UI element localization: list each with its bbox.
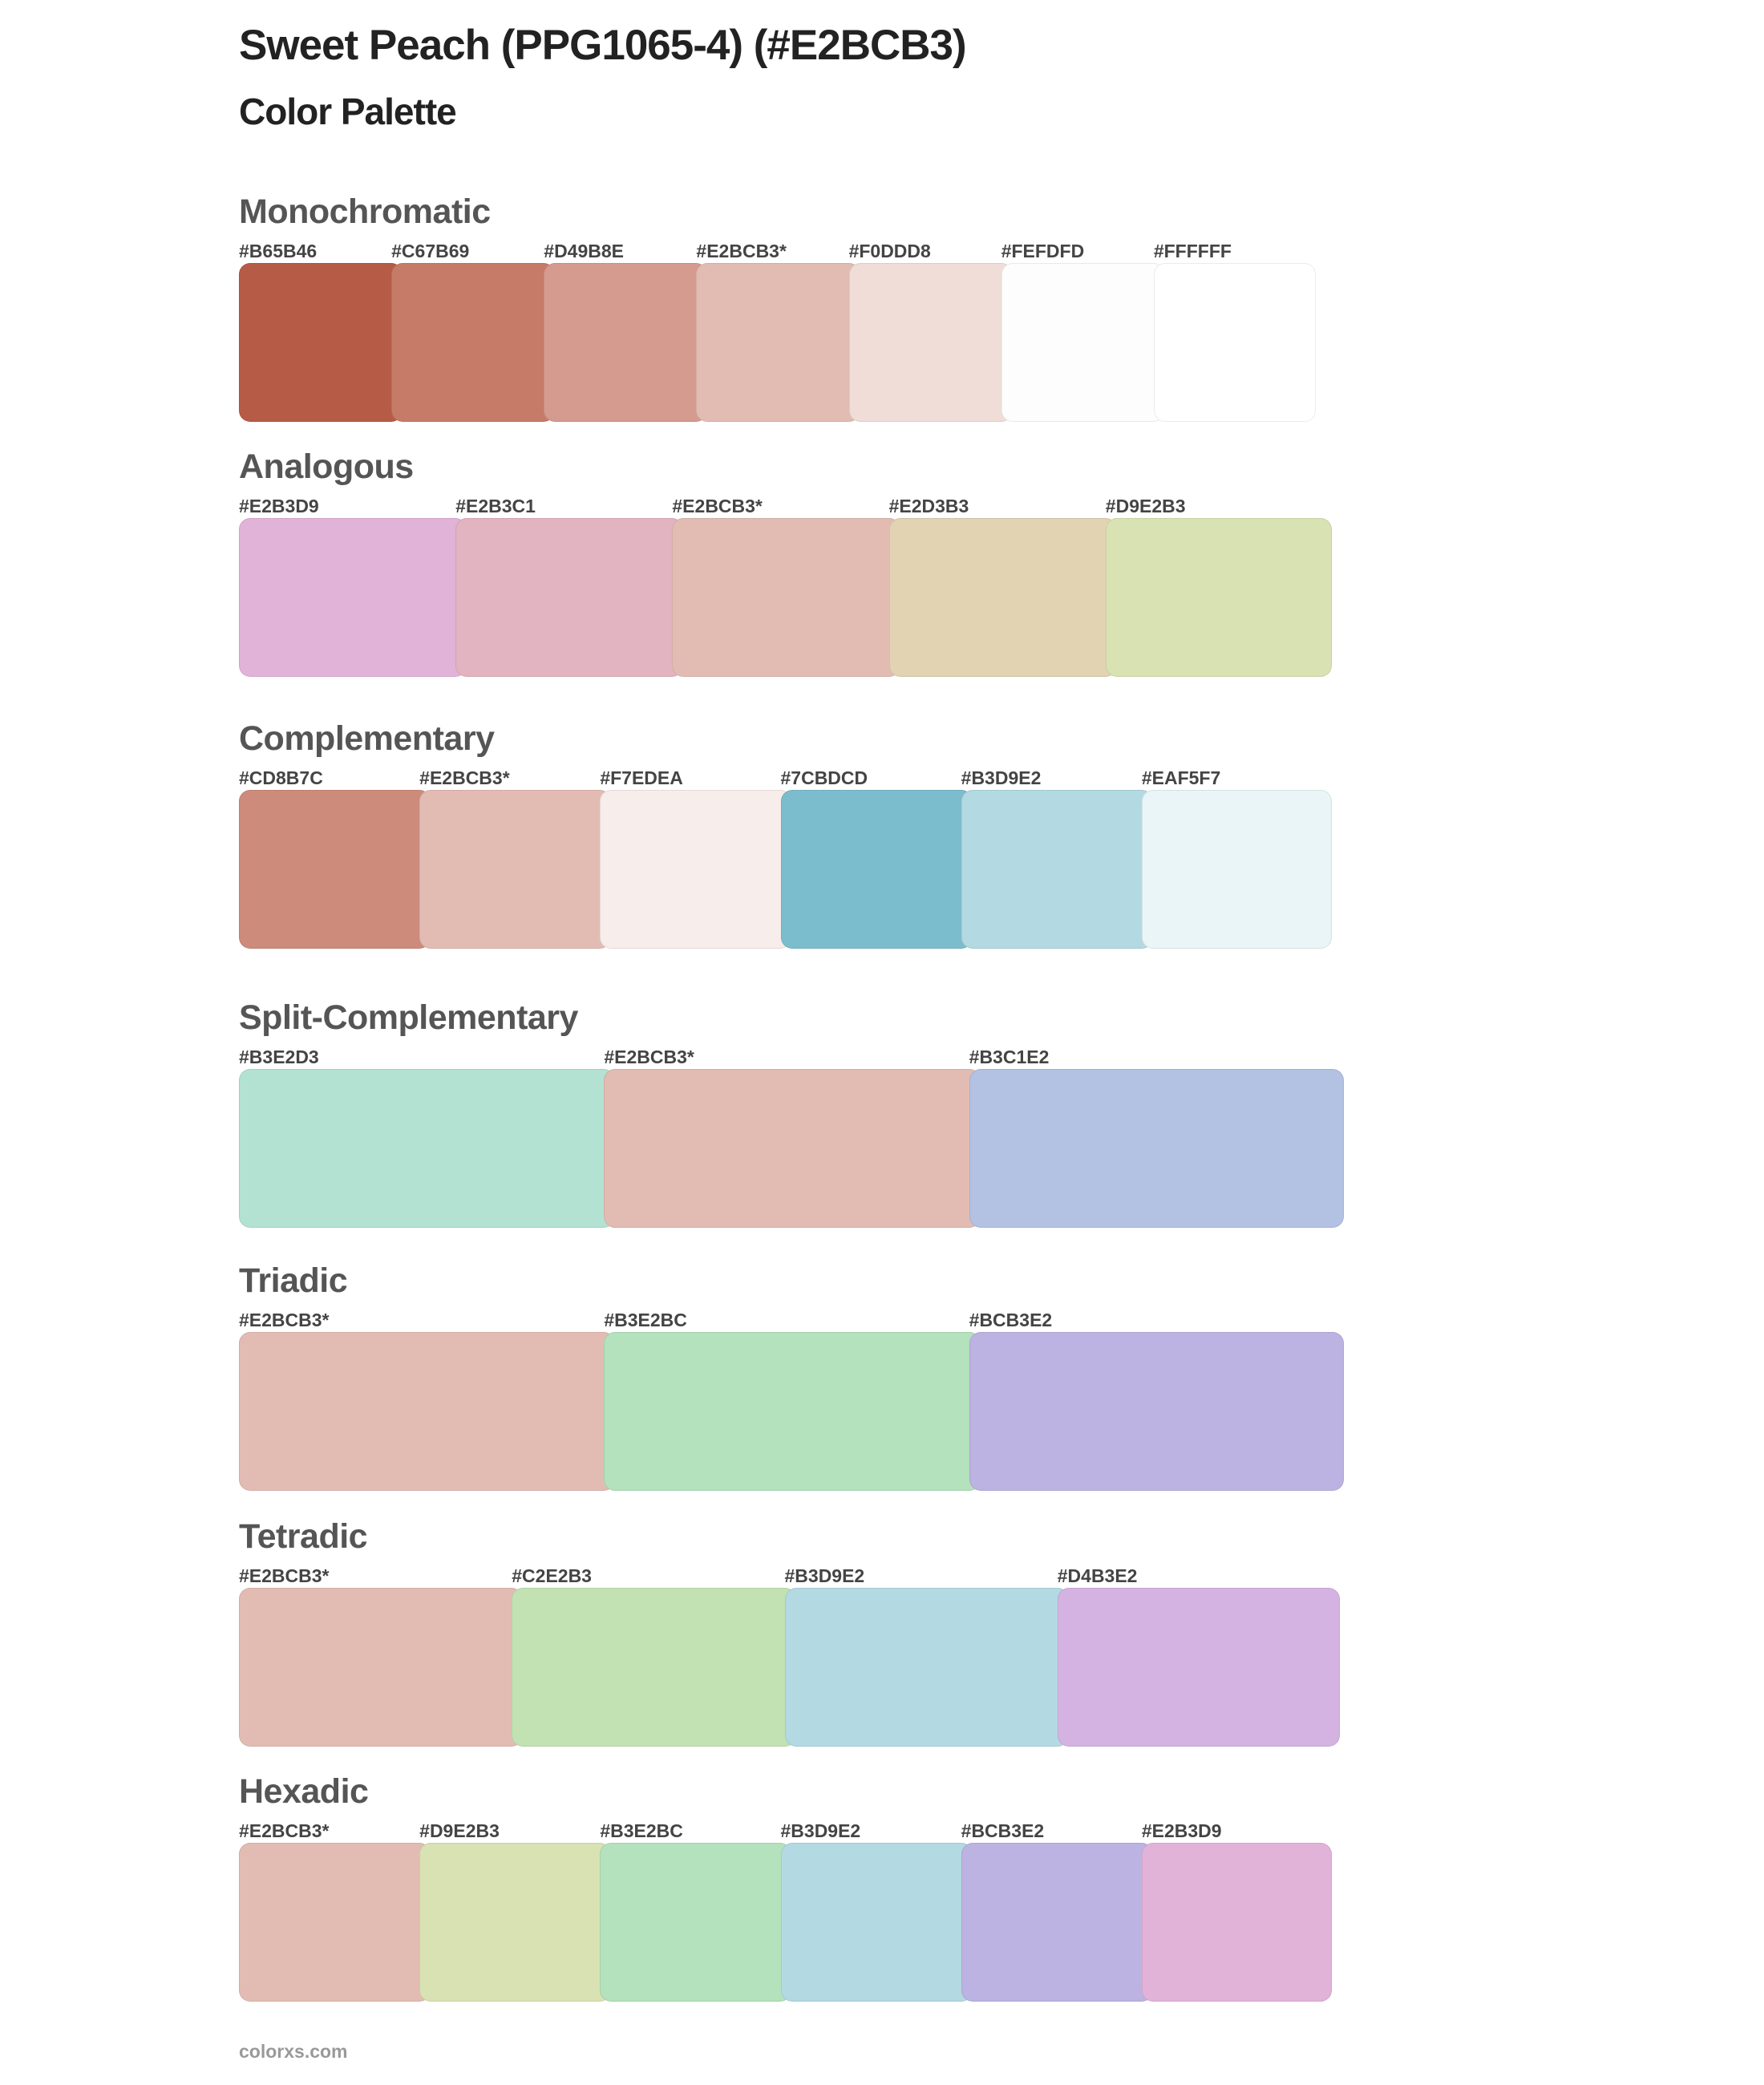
- swatch-label: #E2BCB3*: [604, 1047, 694, 1067]
- swatch-label: #D9E2B3: [419, 1820, 500, 1841]
- page-subtitle: Color Palette: [239, 91, 457, 132]
- swatch-label: #E2BCB3*: [239, 1565, 330, 1586]
- color-swatch[interactable]: [961, 790, 1153, 949]
- section-heading: Complementary: [239, 719, 495, 758]
- swatch-labels: #CD8B7C #E2BCB3* #F7EDEA #7CBDCD #B3D9E2 #EAF…: [239, 767, 1332, 790]
- section-heading: Tetradic: [239, 1517, 368, 1556]
- color-swatch[interactable]: [888, 518, 1117, 677]
- color-swatch[interactable]: [239, 263, 403, 422]
- color-swatch[interactable]: [848, 263, 1013, 422]
- color-swatch[interactable]: [780, 1843, 973, 2002]
- color-swatch[interactable]: [1057, 1588, 1340, 1747]
- swatch-label: #E2BCB3*: [239, 1820, 330, 1841]
- section-heading: Analogous: [239, 447, 414, 486]
- swatch-labels: #E2BCB3* #D9E2B3 #B3E2BC #B3D9E2 #BCB3E2 #E2B…: [239, 1820, 1332, 1843]
- color-swatch[interactable]: [969, 1332, 1344, 1491]
- swatch-label: #D4B3E2: [1057, 1565, 1138, 1586]
- swatch-label: #B3D9E2: [780, 1820, 861, 1841]
- swatch-label: #BCB3E2: [961, 1820, 1045, 1841]
- swatch-label: #FFFFFF: [1153, 241, 1232, 261]
- color-swatch[interactable]: [1141, 1843, 1332, 2002]
- swatch-row: [239, 1069, 1344, 1228]
- color-swatch[interactable]: [784, 1588, 1069, 1747]
- section-heading: Monochromatic: [239, 192, 491, 231]
- section-analogous: Analogous #E2B3D9 #E2B3C1 #E2BCB3* #E2D3B3 #D…: [239, 444, 1332, 677]
- color-swatch[interactable]: [391, 263, 556, 422]
- swatch-label: #B3E2BC: [604, 1310, 687, 1330]
- swatch-label: #7CBDCD: [780, 767, 868, 788]
- swatch-row: [239, 1588, 1340, 1747]
- swatch-label: #F7EDEA: [600, 767, 683, 788]
- swatch-label: #CD8B7C: [239, 767, 323, 788]
- color-swatch[interactable]: [600, 1843, 792, 2002]
- swatch-labels: #E2BCB3* #C2E2B3 #B3D9E2 #D4B3E2: [239, 1565, 1340, 1588]
- color-swatch[interactable]: [239, 790, 431, 949]
- swatch-label: #B3E2D3: [239, 1047, 319, 1067]
- color-swatch[interactable]: [1105, 518, 1332, 677]
- swatch-label: #EAF5F7: [1141, 767, 1221, 788]
- color-swatch[interactable]: [672, 518, 900, 677]
- section-heading: Split-Complementary: [239, 998, 578, 1037]
- color-swatch[interactable]: [239, 1843, 431, 2002]
- swatch-label: #E2BCB3*: [696, 241, 787, 261]
- section-tetradic: Tetradic #E2BCB3* #C2E2B3 #B3D9E2 #D4B3E2: [239, 1514, 1340, 1747]
- color-swatch[interactable]: [969, 1069, 1344, 1228]
- color-swatch[interactable]: [544, 263, 708, 422]
- swatch-label: #C67B69: [391, 241, 470, 261]
- swatch-label: #B3D9E2: [961, 767, 1042, 788]
- color-swatch[interactable]: [1141, 790, 1332, 949]
- color-swatch[interactable]: [780, 790, 973, 949]
- section-triadic: Triadic #E2BCB3* #B3E2BC #BCB3E2: [239, 1258, 1344, 1491]
- color-swatch[interactable]: [1001, 263, 1165, 422]
- swatch-label: #D49B8E: [544, 241, 625, 261]
- color-swatch[interactable]: [961, 1843, 1153, 2002]
- color-swatch[interactable]: [604, 1332, 981, 1491]
- color-swatch[interactable]: [604, 1069, 981, 1228]
- swatch-row: [239, 263, 1316, 422]
- color-swatch[interactable]: [419, 790, 612, 949]
- swatch-labels: #E2BCB3* #B3E2BC #BCB3E2: [239, 1310, 1344, 1332]
- swatch-label: #BCB3E2: [969, 1310, 1053, 1330]
- swatch-row: [239, 1843, 1332, 2002]
- swatch-label: #B3D9E2: [784, 1565, 865, 1586]
- footer-site-link[interactable]: colorxs.com: [239, 2041, 348, 2062]
- color-swatch[interactable]: [419, 1843, 612, 2002]
- color-swatch[interactable]: [239, 1588, 524, 1747]
- color-swatch[interactable]: [455, 518, 684, 677]
- swatch-label: #E2BCB3*: [419, 767, 510, 788]
- swatch-label: #E2BCB3*: [239, 1310, 330, 1330]
- swatch-label: #FEFDFD: [1001, 241, 1085, 261]
- section-hexadic: Hexadic #E2BCB3* #D9E2B3 #B3E2BC #B3D9E2 #BCB…: [239, 1769, 1332, 2002]
- swatch-label: #C2E2B3: [512, 1565, 592, 1586]
- color-swatch[interactable]: [512, 1588, 796, 1747]
- color-swatch[interactable]: [239, 1332, 616, 1491]
- swatch-labels: #B65B46 #C67B69 #D49B8E #E2BCB3* #F0DDD8 #FEF…: [239, 241, 1316, 263]
- section-heading: Hexadic: [239, 1772, 369, 1811]
- swatch-label: #E2D3B3: [888, 496, 969, 516]
- color-swatch[interactable]: [239, 1069, 616, 1228]
- swatch-label: #D9E2B3: [1105, 496, 1186, 516]
- swatch-label: #F0DDD8: [848, 241, 931, 261]
- swatch-labels: #E2B3D9 #E2B3C1 #E2BCB3* #E2D3B3 #D9E2B3: [239, 496, 1332, 518]
- swatch-label: #B3C1E2: [969, 1047, 1050, 1067]
- swatch-label: #E2B3C1: [455, 496, 536, 516]
- section-heading: Triadic: [239, 1261, 348, 1300]
- color-swatch[interactable]: [1153, 263, 1316, 422]
- color-swatch[interactable]: [600, 790, 792, 949]
- swatch-label: #E2B3D9: [1141, 1820, 1222, 1841]
- swatch-label: #B65B46: [239, 241, 318, 261]
- swatch-label: #B3E2BC: [600, 1820, 683, 1841]
- swatch-label: #E2BCB3*: [672, 496, 763, 516]
- swatch-row: [239, 1332, 1344, 1491]
- color-swatch[interactable]: [239, 518, 467, 677]
- page-title: Sweet Peach (PPG1065-4) (#E2BCB3): [239, 22, 967, 69]
- color-swatch[interactable]: [696, 263, 860, 422]
- section-split-complementary: Split-Complementary #B3E2D3 #E2BCB3* #B3C1E…: [239, 995, 1344, 1228]
- swatch-labels: #B3E2D3 #E2BCB3* #B3C1E2: [239, 1047, 1344, 1069]
- swatch-row: [239, 518, 1332, 677]
- swatch-row: [239, 790, 1332, 949]
- section-monochromatic: Monochromatic #B65B46 #C67B69 #D49B8E #E2BCB…: [239, 189, 1316, 422]
- section-complementary: Complementary #CD8B7C #E2BCB3* #F7EDEA #7CBD…: [239, 716, 1332, 949]
- swatch-label: #E2B3D9: [239, 496, 319, 516]
